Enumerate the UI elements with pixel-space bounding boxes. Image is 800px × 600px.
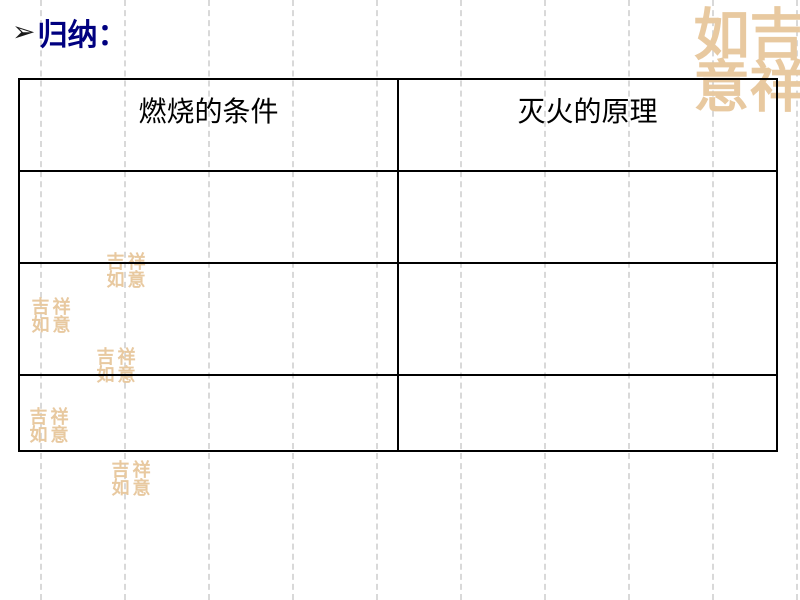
table-header-row: 燃烧的条件 灭火的原理	[19, 79, 777, 171]
table-cell	[398, 171, 777, 263]
summary-table: 燃烧的条件 灭火的原理	[18, 78, 778, 452]
title-row: ➢ 归纳：	[12, 10, 127, 54]
table-row	[19, 171, 777, 263]
table-header-cell: 燃烧的条件	[19, 79, 398, 171]
table-row	[19, 375, 777, 451]
table-cell	[398, 375, 777, 451]
decorative-seal-small: 吉祥如意	[110, 458, 152, 500]
table-cell	[19, 263, 398, 375]
table-row	[19, 263, 777, 375]
page-title: 归纳：	[37, 10, 127, 54]
table-cell	[398, 263, 777, 375]
bullet-arrow-icon: ➢	[12, 15, 35, 49]
table-cell	[19, 171, 398, 263]
table-cell	[19, 375, 398, 451]
table-header-cell: 灭火的原理	[398, 79, 777, 171]
